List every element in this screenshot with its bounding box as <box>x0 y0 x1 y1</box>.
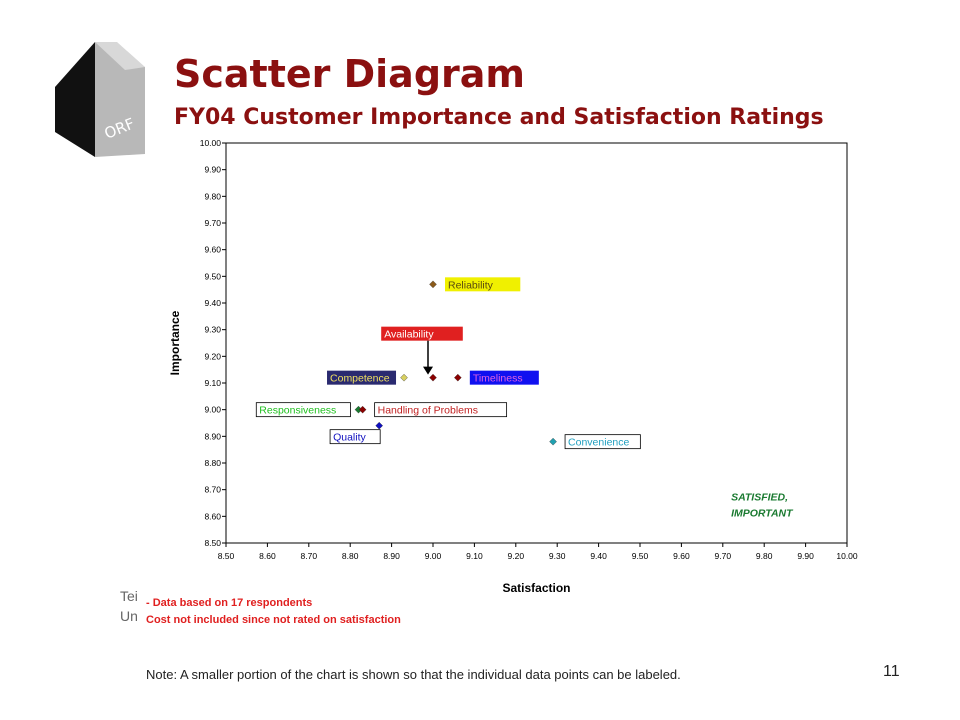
reliability-label: Reliability <box>448 279 494 291</box>
handling-of-problems-label-box <box>374 402 508 418</box>
x-tick-label: 9.00 <box>425 551 442 561</box>
scatter-chart: 8.50 8.60 8.70 8.80 8.90 9.00 9.10 9.20 9.30 9.40… <box>150 130 890 600</box>
plot-area <box>225 142 848 544</box>
availability-label: Availability <box>384 329 434 341</box>
y-tick-label: 8.90 <box>204 431 221 441</box>
x-tick-label: 10.00 <box>836 551 858 561</box>
x-tick-label: 9.40 <box>590 551 607 561</box>
y-tick-label: 8.70 <box>204 485 221 495</box>
y-axis-label: Importance <box>168 310 182 375</box>
slide-title: Scatter Diagram <box>174 52 525 96</box>
quality-label-box <box>329 429 381 445</box>
handling-of-problems-label: Handling of Problems <box>378 405 478 417</box>
orf-logo: ORF <box>55 42 145 157</box>
y-tick-label: 8.80 <box>204 458 221 468</box>
y-tick-label: 9.30 <box>204 325 221 335</box>
quality-point <box>375 421 383 430</box>
x-tick-label: 8.60 <box>259 551 276 561</box>
y-tick-label: 9.00 <box>204 405 221 415</box>
timeliness-label: Timeliness <box>473 373 523 385</box>
y-tick-label: 9.60 <box>204 245 221 255</box>
notes-box: - Data based on 17 respondents Cost not … <box>146 595 401 629</box>
x-tick-label: 8.70 <box>301 551 318 561</box>
responsiveness-label-box <box>255 402 351 418</box>
y-tick-label: 9.70 <box>204 218 221 228</box>
x-tick-label: 8.80 <box>342 551 359 561</box>
timeliness-label-box <box>469 370 539 385</box>
x-tick-label: 9.70 <box>715 551 732 561</box>
y-tick-label: 8.50 <box>204 538 221 548</box>
convenience-point <box>549 437 557 446</box>
responsiveness-label: Responsiveness <box>259 405 336 417</box>
x-tick-label: 8.90 <box>383 551 400 561</box>
x-tick-label: 9.10 <box>466 551 483 561</box>
y-tick-label: 9.50 <box>204 271 221 281</box>
convenience-label: Convenience <box>568 437 629 449</box>
x-tick-label: 9.50 <box>632 551 649 561</box>
y-tick-label: 9.90 <box>204 165 221 175</box>
quadrant-annotation-2: IMPORTANT <box>731 507 794 519</box>
reliability-label-box <box>445 277 521 292</box>
quality-label: Quality <box>333 432 366 444</box>
y-tick-label: 9.40 <box>204 298 221 308</box>
competence-label-box <box>327 370 397 385</box>
note-line-2: Cost not included since not rated on sat… <box>146 614 401 626</box>
x-axis-label: Satisfaction <box>502 581 570 595</box>
quadrant-annotation-1: SATISFIED, <box>731 491 788 503</box>
obscured-text-1: Tei <box>120 588 138 604</box>
competence-point <box>400 373 408 382</box>
note-line-1: - Data based on 17 respondents <box>146 597 313 609</box>
y-tick-label: 9.20 <box>204 351 221 361</box>
convenience-label-box <box>564 434 641 450</box>
availability-point <box>429 373 437 382</box>
handling-of-problems-point <box>358 405 367 414</box>
availability-arrow-head <box>423 366 433 375</box>
y-tick-label: 9.80 <box>204 191 221 201</box>
reliability-point <box>429 280 437 289</box>
y-tick-label: 10.00 <box>200 138 222 148</box>
timeliness-point <box>454 373 462 382</box>
obscured-text-2: Un <box>120 608 138 624</box>
x-tick-label: 9.30 <box>549 551 566 561</box>
scatter-chart-svg: 8.50 8.60 8.70 8.80 8.90 9.00 9.10 9.20 9.30 9.40… <box>168 138 858 595</box>
page-number: 11 <box>883 663 900 680</box>
y-tick-label: 8.60 <box>204 511 221 521</box>
x-tick-label: 9.20 <box>508 551 525 561</box>
slide-subtitle: FY04 Customer Importance and Satisfactio… <box>174 105 824 130</box>
competence-label: Competence <box>330 373 390 385</box>
footnote: Note: A smaller portion of the chart is … <box>146 667 681 682</box>
availability-label-box <box>381 326 463 341</box>
x-tick-label: 8.50 <box>218 551 235 561</box>
x-tick-label: 9.60 <box>673 551 690 561</box>
x-tick-label: 9.80 <box>756 551 773 561</box>
x-tick-label: 9.90 <box>797 551 814 561</box>
y-tick-label: 9.10 <box>204 378 221 388</box>
